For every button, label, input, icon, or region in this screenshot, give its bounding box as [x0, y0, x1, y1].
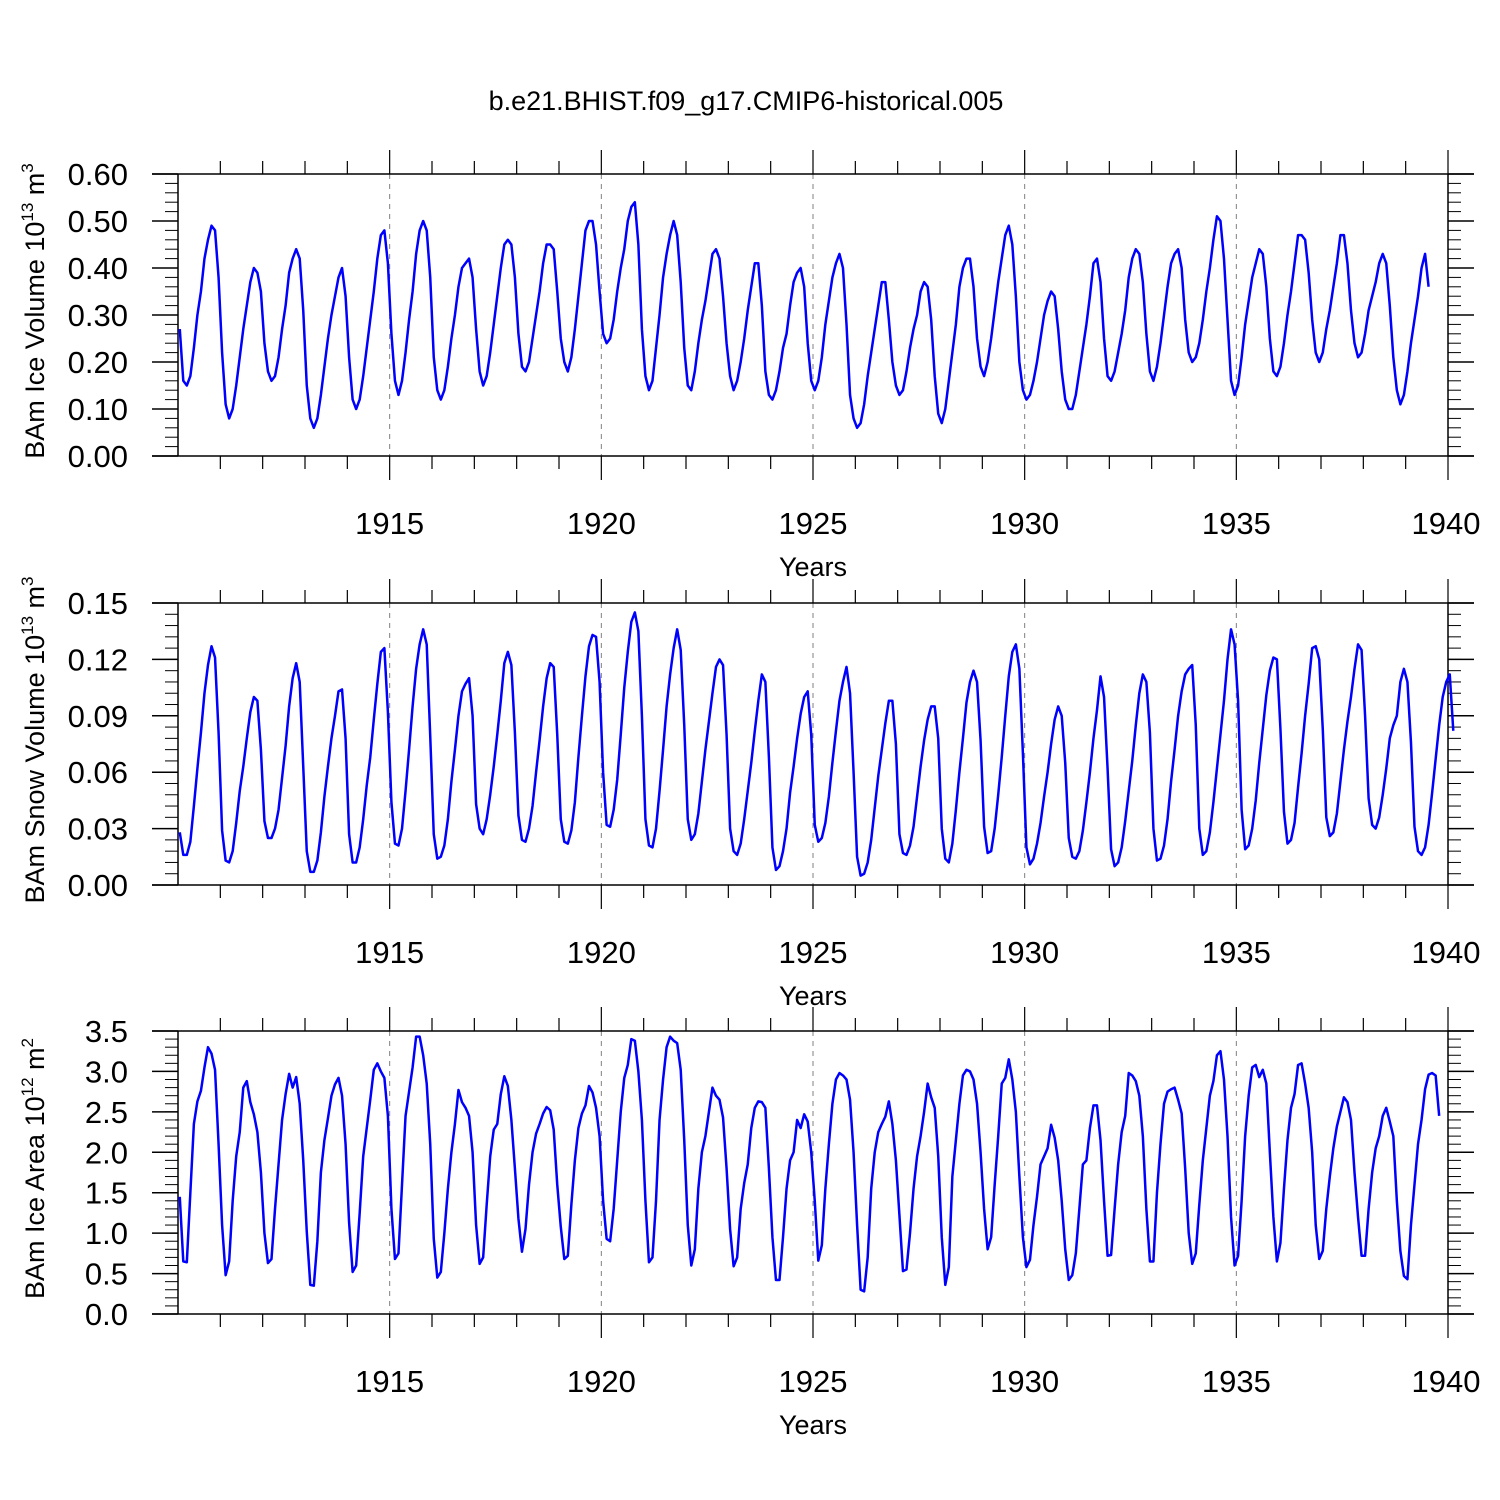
x-tick-label: 1920: [567, 506, 636, 541]
y-axis-label: BAm Snow Volume 1013 m3: [18, 576, 50, 903]
x-tick-label: 1925: [779, 1364, 848, 1399]
y-tick-label: 0.50: [68, 204, 128, 239]
x-tick-label: 1915: [355, 935, 424, 970]
x-tick-label: 1940: [1412, 935, 1481, 970]
y-tick-label: 0.12: [68, 642, 128, 677]
y-tick-label: 0.03: [68, 812, 128, 847]
x-axis-label: Years: [779, 981, 847, 1011]
y-tick-label: 3.5: [85, 1014, 128, 1049]
figure-title: b.e21.BHIST.f09_g17.CMIP6-historical.005: [489, 86, 1004, 116]
y-tick-label: 2.0: [85, 1135, 128, 1170]
series-line: [178, 1035, 1441, 1293]
series-line: [178, 200, 1430, 430]
x-tick-label: 1925: [779, 506, 848, 541]
x-tick-label: 1925: [779, 935, 848, 970]
y-tick-label: 3.0: [85, 1054, 128, 1089]
x-tick-label: 1920: [567, 1364, 636, 1399]
y-tick-label: 0.00: [68, 439, 128, 474]
y-tick-label: 0.15: [68, 586, 128, 621]
series-line: [178, 611, 1455, 877]
x-tick-label: 1940: [1412, 1364, 1481, 1399]
x-axis-label: Years: [779, 552, 847, 582]
x-tick-label: 1935: [1202, 935, 1271, 970]
y-tick-label: 0.00: [68, 868, 128, 903]
x-tick-label: 1915: [355, 506, 424, 541]
x-tick-label: 1930: [990, 1364, 1059, 1399]
panel-ice-volume: 0.00 0.10 0.20 0.30 0.40 0.50 0.60 1915 1920 1925…: [18, 150, 1480, 582]
y-axis-label: BAm Ice Volume 1013 m3: [18, 163, 50, 459]
y-axis-label: BAm Ice Area 1012 m2: [18, 1038, 50, 1299]
x-tick-label: 1930: [990, 506, 1059, 541]
y-tick-label: 0.0: [85, 1297, 128, 1332]
panel-snow-volume: 0.00 0.03 0.06 0.09 0.12 0.15 1915 1920 1925 1930…: [18, 576, 1480, 1011]
y-tick-label: 0.60: [68, 157, 128, 192]
y-tick-label: 0.5: [85, 1257, 128, 1292]
x-tick-label: 1935: [1202, 1364, 1271, 1399]
y-tick-label: 1.0: [85, 1216, 128, 1251]
y-tick-label: 0.20: [68, 345, 128, 380]
x-tick-label: 1940: [1412, 506, 1481, 541]
x-axis-label: Years: [779, 1410, 847, 1440]
x-tick-label: 1920: [567, 935, 636, 970]
y-tick-label: 0.30: [68, 298, 128, 333]
x-tick-label: 1935: [1202, 506, 1271, 541]
x-tick-label: 1915: [355, 1364, 424, 1399]
y-tick-label: 0.40: [68, 251, 128, 286]
y-tick-label: 0.09: [68, 699, 128, 734]
y-tick-label: 0.06: [68, 755, 128, 790]
y-tick-label: 0.10: [68, 392, 128, 427]
y-tick-label: 1.5: [85, 1176, 128, 1211]
x-tick-label: 1930: [990, 935, 1059, 970]
panel-ice-area: 0.0 0.5 1.0 1.5 2.0 2.5 3.0 3.5 1915 1920 1925 1930…: [18, 1007, 1480, 1440]
y-tick-label: 2.5: [85, 1095, 128, 1130]
